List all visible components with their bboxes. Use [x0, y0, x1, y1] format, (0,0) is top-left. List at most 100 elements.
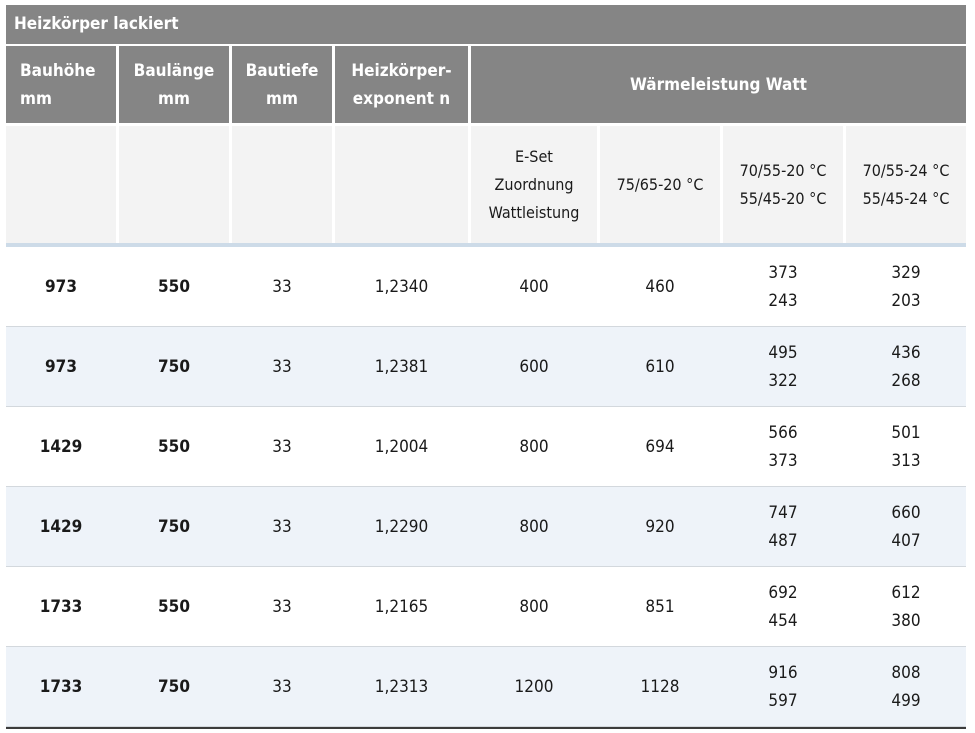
header-exponent-line2: exponent n [352, 88, 451, 109]
cell-t70-20: 495 322 [723, 327, 843, 406]
cell-t70-24: 808 499 [846, 647, 966, 726]
cell-t70-24-b: 313 [891, 450, 921, 471]
subheader-t70-24: 70/55-24 °C 55/45-24 °C [846, 126, 966, 243]
header-divider [6, 243, 966, 247]
table-row: 1733 750 33 1,2313 1200 1128 916 597 808… [6, 647, 966, 727]
table-bottom-rule [6, 727, 966, 729]
cell-t75: 610 [645, 356, 675, 377]
header-exponent-line1: Heizkörper- [351, 60, 452, 81]
header-waermeleistung: Wärmeleistung Watt [471, 46, 966, 123]
cell-t70-20: 916 597 [723, 647, 843, 726]
cell-t75: 694 [645, 436, 675, 457]
cell-t70-24-a: 436 [891, 342, 921, 363]
header-baulaenge: Baulänge mm [119, 46, 229, 123]
cell-t70-24-a: 660 [891, 502, 921, 523]
cell-t70-24-a: 808 [891, 662, 921, 683]
cell-baulaenge: 550 [158, 276, 190, 297]
table-row: 973 550 33 1,2340 400 460 373 243 329 20… [6, 247, 966, 327]
header-bautiefe-line1: Bautiefe [245, 60, 319, 81]
header-bauhoehe: Bauhöhe mm [6, 46, 116, 123]
cell-t70-24: 612 380 [846, 567, 966, 646]
header-bautiefe: Bautiefe mm [232, 46, 332, 123]
cell-t70-20-a: 916 [768, 662, 798, 683]
cell-t70-20-a: 566 [768, 422, 798, 443]
cell-t75: 920 [645, 516, 675, 537]
subheader-eset: E-Set Zuordnung Wattleistung [471, 126, 597, 243]
cell-t70-20-a: 373 [768, 262, 798, 283]
cell-bauhoehe: 1429 [39, 516, 83, 537]
cell-exponent: 1,2290 [374, 516, 429, 537]
table-title: Heizkörper lackiert [6, 5, 966, 44]
subheader-empty-2 [119, 126, 229, 243]
cell-exponent: 1,2004 [374, 436, 429, 457]
cell-bauhoehe: 973 [45, 356, 77, 377]
cell-t70-20-a: 495 [768, 342, 798, 363]
cell-bauhoehe: 1429 [39, 436, 83, 457]
cell-t75: 1128 [640, 676, 680, 697]
cell-t70-20-b: 322 [768, 370, 798, 391]
cell-t75: 851 [645, 596, 675, 617]
cell-eset: 400 [519, 276, 549, 297]
cell-baulaenge: 750 [158, 676, 190, 697]
cell-t70-20: 373 243 [723, 247, 843, 326]
cell-eset: 800 [519, 436, 549, 457]
table-row: 1733 550 33 1,2165 800 851 692 454 612 3… [6, 567, 966, 647]
cell-t70-20-b: 597 [768, 690, 798, 711]
cell-t70-24-a: 612 [891, 582, 921, 603]
cell-t70-24-b: 380 [891, 610, 921, 631]
subheader-t70-20: 70/55-20 °C 55/45-20 °C [723, 126, 843, 243]
cell-t70-24: 660 407 [846, 487, 966, 566]
cell-t70-20-b: 243 [768, 290, 798, 311]
cell-baulaenge: 750 [158, 356, 190, 377]
cell-t70-20: 566 373 [723, 407, 843, 486]
cell-t70-20-b: 454 [768, 610, 798, 631]
cell-t70-20-b: 373 [768, 450, 798, 471]
cell-exponent: 1,2313 [374, 676, 429, 697]
cell-exponent: 1,2165 [374, 596, 429, 617]
subheader-empty-3 [232, 126, 332, 243]
cell-bauhoehe: 1733 [39, 676, 83, 697]
cell-t70-24: 501 313 [846, 407, 966, 486]
cell-t70-20-a: 692 [768, 582, 798, 603]
subheader-t70-24-line2: 55/45-24 °C [862, 188, 950, 208]
header-baulaenge-line1: Baulänge [133, 60, 215, 81]
subheader-t70-20-line1: 70/55-20 °C [739, 160, 827, 180]
cell-t75: 460 [645, 276, 675, 297]
subheader-eset-line1: E-Set [515, 146, 553, 166]
subheader-t70-24-line1: 70/55-24 °C [862, 160, 950, 180]
cell-eset: 800 [519, 516, 549, 537]
cell-t70-20: 692 454 [723, 567, 843, 646]
header-bauhoehe-line2: mm [20, 88, 52, 109]
cell-bautiefe: 33 [272, 276, 292, 297]
cell-bautiefe: 33 [272, 356, 292, 377]
header-exponent: Heizkörper- exponent n [335, 46, 468, 123]
cell-t70-24-a: 501 [891, 422, 921, 443]
subheader-empty-4 [335, 126, 468, 243]
subheader-empty-1 [6, 126, 116, 243]
header-bautiefe-line2: mm [266, 88, 298, 109]
cell-eset: 1200 [514, 676, 554, 697]
cell-t70-24-b: 268 [891, 370, 921, 391]
cell-bautiefe: 33 [272, 596, 292, 617]
cell-bautiefe: 33 [272, 676, 292, 697]
cell-eset: 600 [519, 356, 549, 377]
subheader-t70-20-line2: 55/45-20 °C [739, 188, 827, 208]
subheader-t75: 75/65-20 °C [600, 126, 720, 243]
table-row: 1429 750 33 1,2290 800 920 747 487 660 4… [6, 487, 966, 567]
cell-baulaenge: 550 [158, 596, 190, 617]
cell-eset: 800 [519, 596, 549, 617]
cell-bautiefe: 33 [272, 436, 292, 457]
header-bauhoehe-line1: Bauhöhe [20, 60, 96, 81]
cell-bauhoehe: 973 [45, 276, 77, 297]
cell-bautiefe: 33 [272, 516, 292, 537]
cell-exponent: 1,2340 [374, 276, 429, 297]
cell-t70-24-a: 329 [891, 262, 921, 283]
subheader-eset-line2: Zuordnung [494, 174, 574, 194]
cell-t70-20-a: 747 [768, 502, 798, 523]
cell-t70-24-b: 499 [891, 690, 921, 711]
cell-baulaenge: 550 [158, 436, 190, 457]
cell-bauhoehe: 1733 [39, 596, 83, 617]
header-baulaenge-line2: mm [158, 88, 190, 109]
table-row: 1429 550 33 1,2004 800 694 566 373 501 3… [6, 407, 966, 487]
cell-t70-24: 329 203 [846, 247, 966, 326]
